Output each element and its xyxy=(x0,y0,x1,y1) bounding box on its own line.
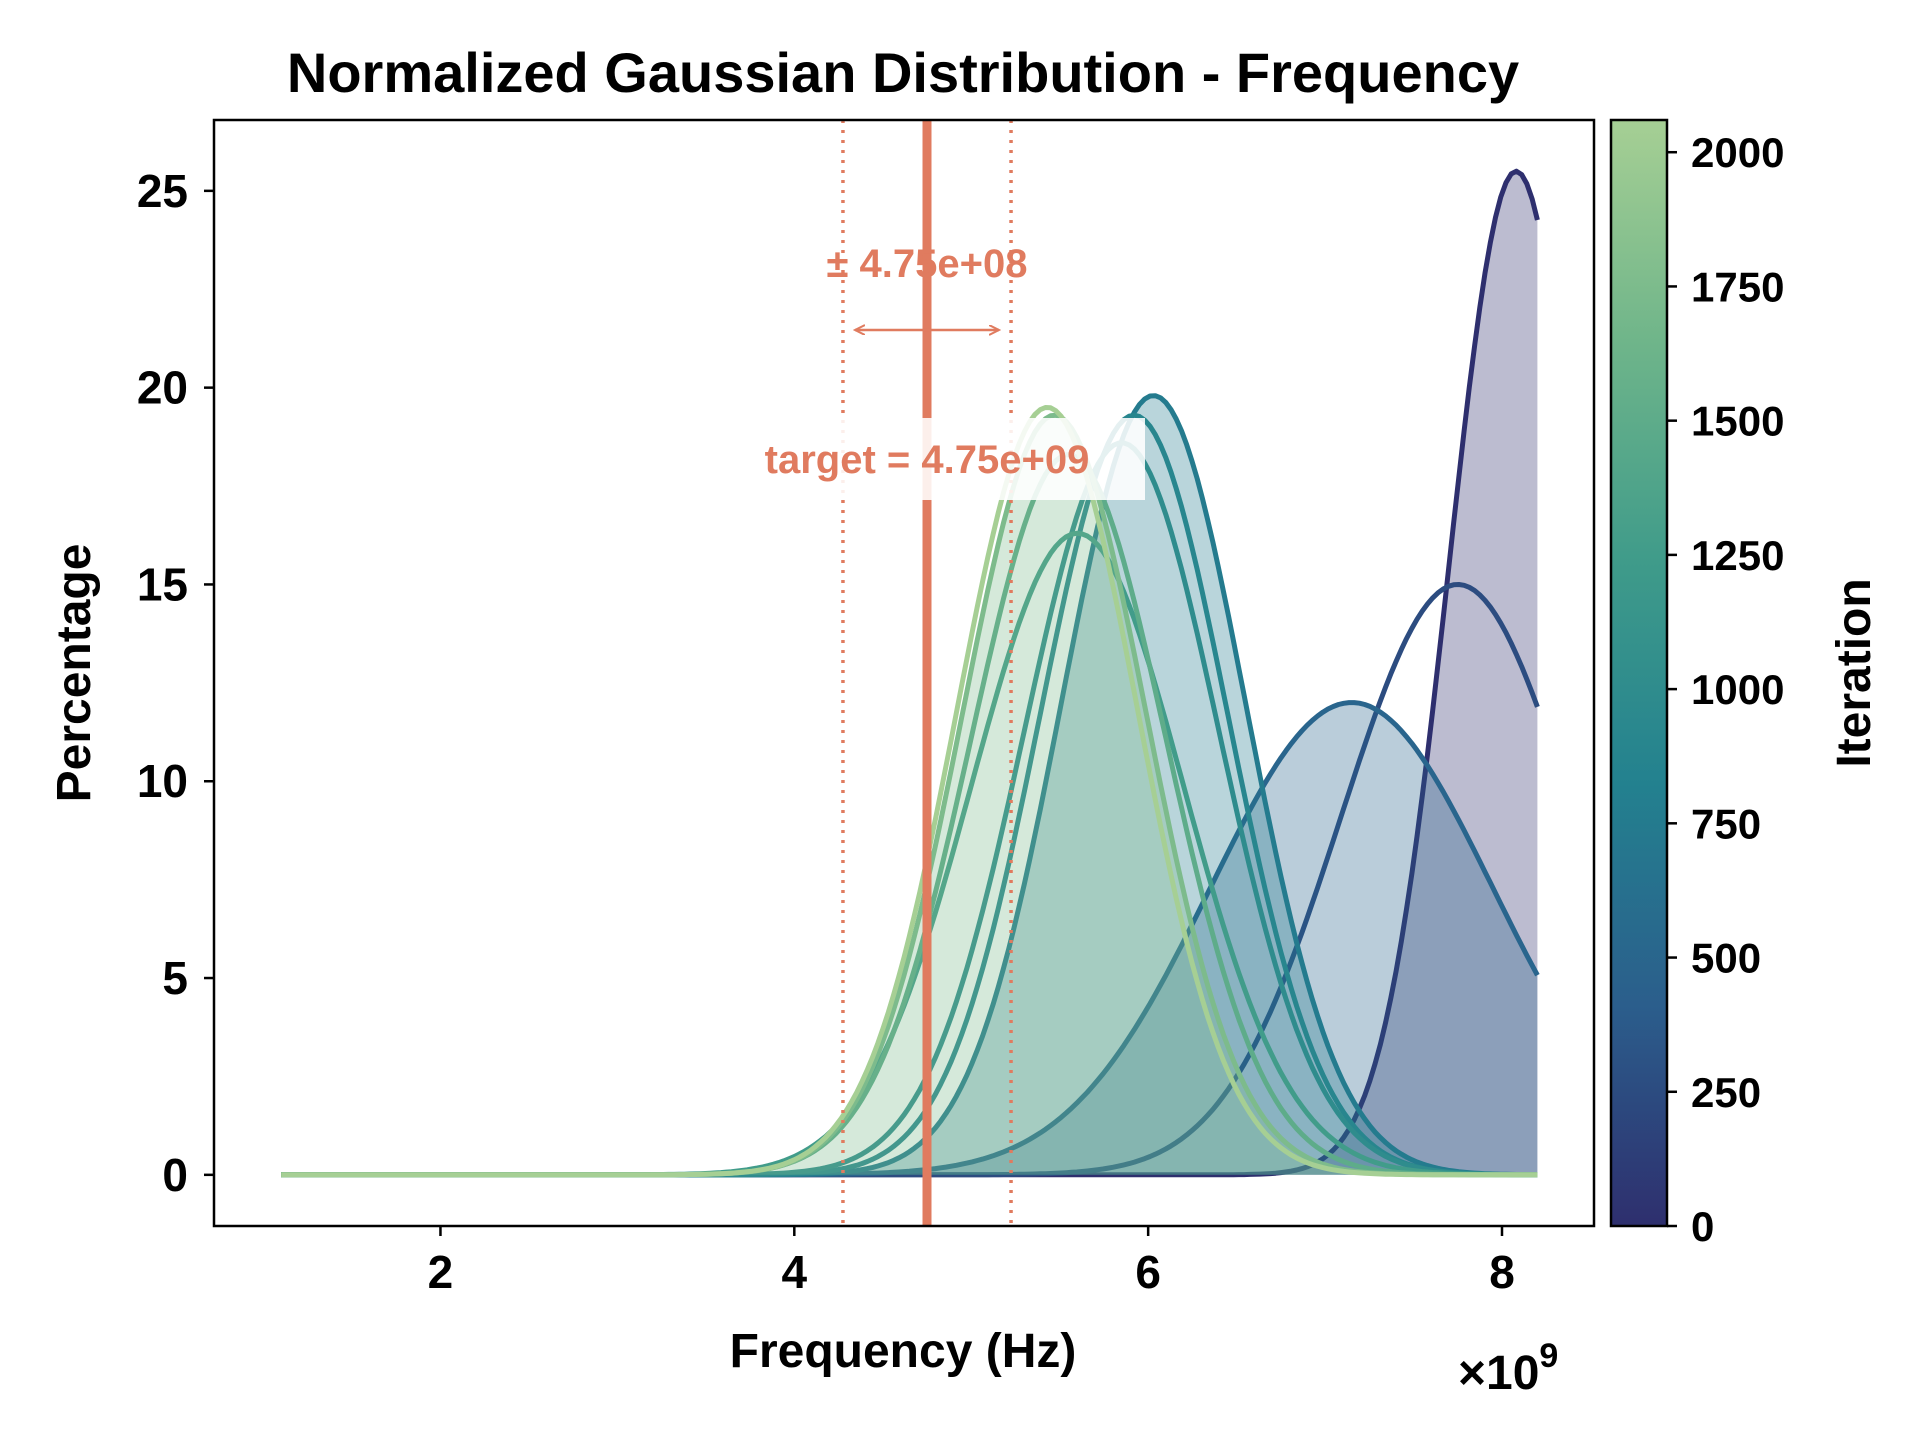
y-tick-label: 5 xyxy=(162,952,188,1004)
x-tick-label: 2 xyxy=(428,1246,454,1298)
y-tick-label: 25 xyxy=(137,165,188,217)
axes: 2 4 6 8 0 5 10 15 20 25 xyxy=(137,165,1515,1298)
curve-iter-2060 xyxy=(281,405,1538,1178)
x-multiplier-exponent: 9 xyxy=(1539,1337,1558,1375)
colorbar-tick-label: 1000 xyxy=(1691,666,1784,713)
curve-fill-iter-1750 xyxy=(281,415,1538,1175)
x-multiplier: ×109 xyxy=(1458,1337,1558,1400)
colorbar-gradient xyxy=(1609,118,1669,1228)
colorbar-tick-label: 2000 xyxy=(1691,129,1784,176)
colorbar: 0 250 500 750 1000 1250 1500 1750 2000 xyxy=(1609,118,1784,1250)
y-tick-label: 0 xyxy=(162,1149,188,1201)
y-tick-label: 10 xyxy=(137,755,188,807)
colorbar-tick-label: 1250 xyxy=(1691,532,1784,579)
x-multiplier-base: ×10 xyxy=(1458,1347,1539,1400)
x-tick-label: 8 xyxy=(1489,1246,1515,1298)
y-tick-label: 15 xyxy=(137,558,188,610)
target-label-box xyxy=(717,418,1145,500)
target-annotations: ± 4.75e+08 target = 4.75e+09 xyxy=(717,120,1145,1226)
y-axis-label: Percentage xyxy=(48,544,101,803)
x-axis-label: Frequency (Hz) xyxy=(730,1325,1077,1378)
curve-fill-iter-0 xyxy=(281,171,1538,1175)
plot-area xyxy=(281,168,1540,1178)
target-label: target = 4.75e+09 xyxy=(765,438,1090,482)
colorbar-tick-label: 750 xyxy=(1691,800,1761,847)
x-tick-label: 6 xyxy=(1135,1246,1161,1298)
y-tick-label: 20 xyxy=(137,362,188,414)
colorbar-tick-label: 250 xyxy=(1691,1069,1761,1116)
colorbar-tick-label: 1750 xyxy=(1691,263,1784,310)
colorbar-tick-label: 1500 xyxy=(1691,398,1784,445)
colorbar-tick-label: 0 xyxy=(1691,1203,1714,1250)
chart-title: Normalized Gaussian Distribution - Frequ… xyxy=(287,41,1519,104)
tolerance-label: ± 4.75e+08 xyxy=(826,242,1027,286)
x-tick-label: 4 xyxy=(782,1246,808,1298)
colorbar-tick-label: 500 xyxy=(1691,935,1761,982)
colorbar-label: Iteration xyxy=(1828,578,1881,767)
plot-frame xyxy=(212,118,1596,1228)
